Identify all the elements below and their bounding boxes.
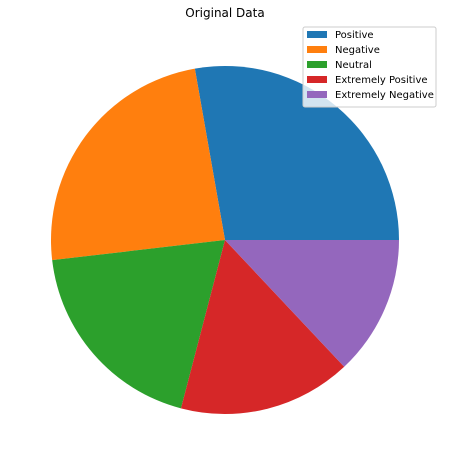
legend-items: Positive Negative Neutral Extremely Positiv… [307, 30, 434, 101]
legend: Positive Negative Neutral Extremely Positiv… [302, 26, 437, 108]
legend-swatch-extremely-positive [307, 76, 327, 83]
legend-swatch-extremely-negative [307, 91, 327, 98]
pie-slices [50, 65, 399, 414]
legend-frame [302, 26, 437, 108]
legend-label-extremely-negative: Extremely Negative [335, 90, 434, 101]
legend-swatch-negative [307, 46, 327, 53]
legend-swatch-positive [307, 31, 327, 38]
pie-slice-positive [194, 65, 399, 240]
chart-title: Original Data [185, 6, 264, 20]
pie-slice-neutral [52, 240, 225, 409]
legend-label-neutral: Neutral [335, 60, 372, 71]
pie-slice-negative [50, 68, 225, 261]
legend-label-negative: Negative [335, 45, 380, 56]
legend-label-positive: Positive [335, 30, 374, 41]
legend-label-extremely-positive: Extremely Positive [335, 75, 428, 86]
pie-slice-extremely-negative [225, 240, 399, 367]
pie-slice-extremely-positive [180, 240, 345, 414]
legend-swatch-neutral [307, 61, 327, 68]
